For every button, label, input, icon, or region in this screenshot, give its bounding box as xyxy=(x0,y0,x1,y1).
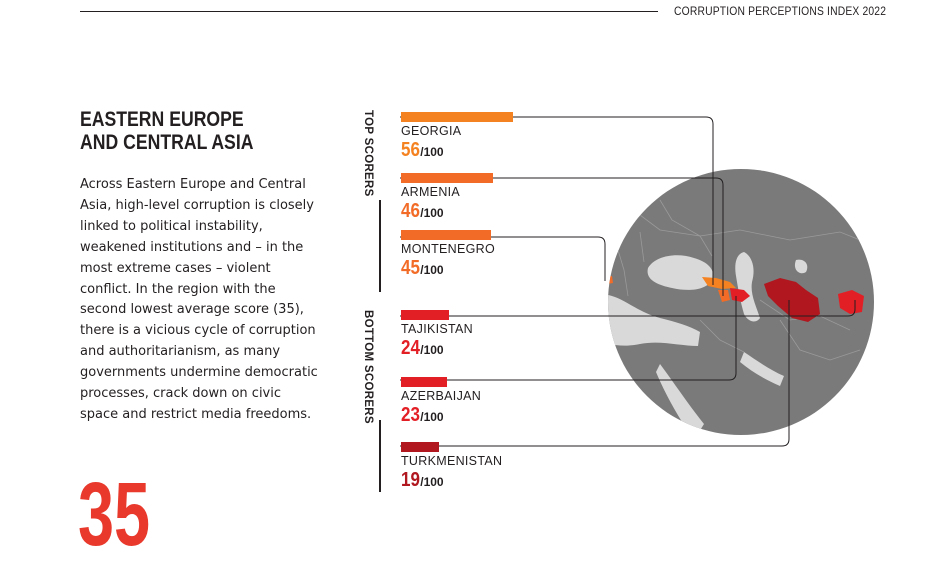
score-montenegro: 45/100 xyxy=(401,257,444,279)
bar-tajikistan xyxy=(401,310,449,320)
connector-turkmenistan xyxy=(400,300,790,447)
section-title: EASTERN EUROPE AND CENTRAL ASIA xyxy=(80,108,254,154)
section-body: Across Eastern Europe and Central Asia, … xyxy=(80,177,318,422)
map-georgia xyxy=(702,277,736,289)
top-scorers-label: TOP SCORERS xyxy=(362,110,374,197)
connector-montenegro xyxy=(400,236,606,281)
connector-tajikistan xyxy=(400,300,856,317)
map-features xyxy=(608,199,871,435)
bottom-scorers-rule xyxy=(379,420,381,492)
bar-armenia xyxy=(401,173,493,183)
score-armenia: 46/100 xyxy=(401,200,444,222)
score-georgia: 56/100 xyxy=(401,139,444,161)
country-montenegro: MONTENEGRO xyxy=(401,242,495,256)
connector-lines xyxy=(400,116,856,447)
country-tajikistan: TAJIKISTAN xyxy=(401,322,473,336)
map-armenia xyxy=(718,290,730,302)
score-tajikistan: 24/100 xyxy=(401,337,444,359)
map-montenegro xyxy=(608,276,613,284)
bar-turkmenistan xyxy=(401,442,439,452)
map-azerbaijan xyxy=(730,288,750,302)
bar-azerbaijan xyxy=(401,377,447,387)
country-azerbaijan: AZERBAIJAN xyxy=(401,389,482,403)
country-georgia: GEORGIA xyxy=(401,124,462,138)
connector-georgia xyxy=(400,116,714,285)
map-turkmenistan xyxy=(764,278,820,322)
connector-armenia xyxy=(400,177,724,296)
report-title: CORRUPTION PERCEPTIONS INDEX 2022 xyxy=(674,4,887,18)
map-tajikistan xyxy=(838,290,864,314)
bottom-scorers-label: BOTTOM SCORERS xyxy=(362,310,374,424)
score-azerbaijan: 23/100 xyxy=(401,404,444,426)
country-turkmenistan: TURKMENISTAN xyxy=(401,454,503,468)
bar-georgia xyxy=(401,112,513,122)
top-scorers-rule xyxy=(379,200,381,292)
score-turkmenistan: 19/100 xyxy=(401,469,444,491)
country-armenia: ARMENIA xyxy=(401,185,461,199)
page-number: 35 xyxy=(78,465,151,565)
header-rule xyxy=(80,11,658,12)
connector-azerbaijan xyxy=(400,296,737,381)
bar-montenegro xyxy=(401,230,491,240)
